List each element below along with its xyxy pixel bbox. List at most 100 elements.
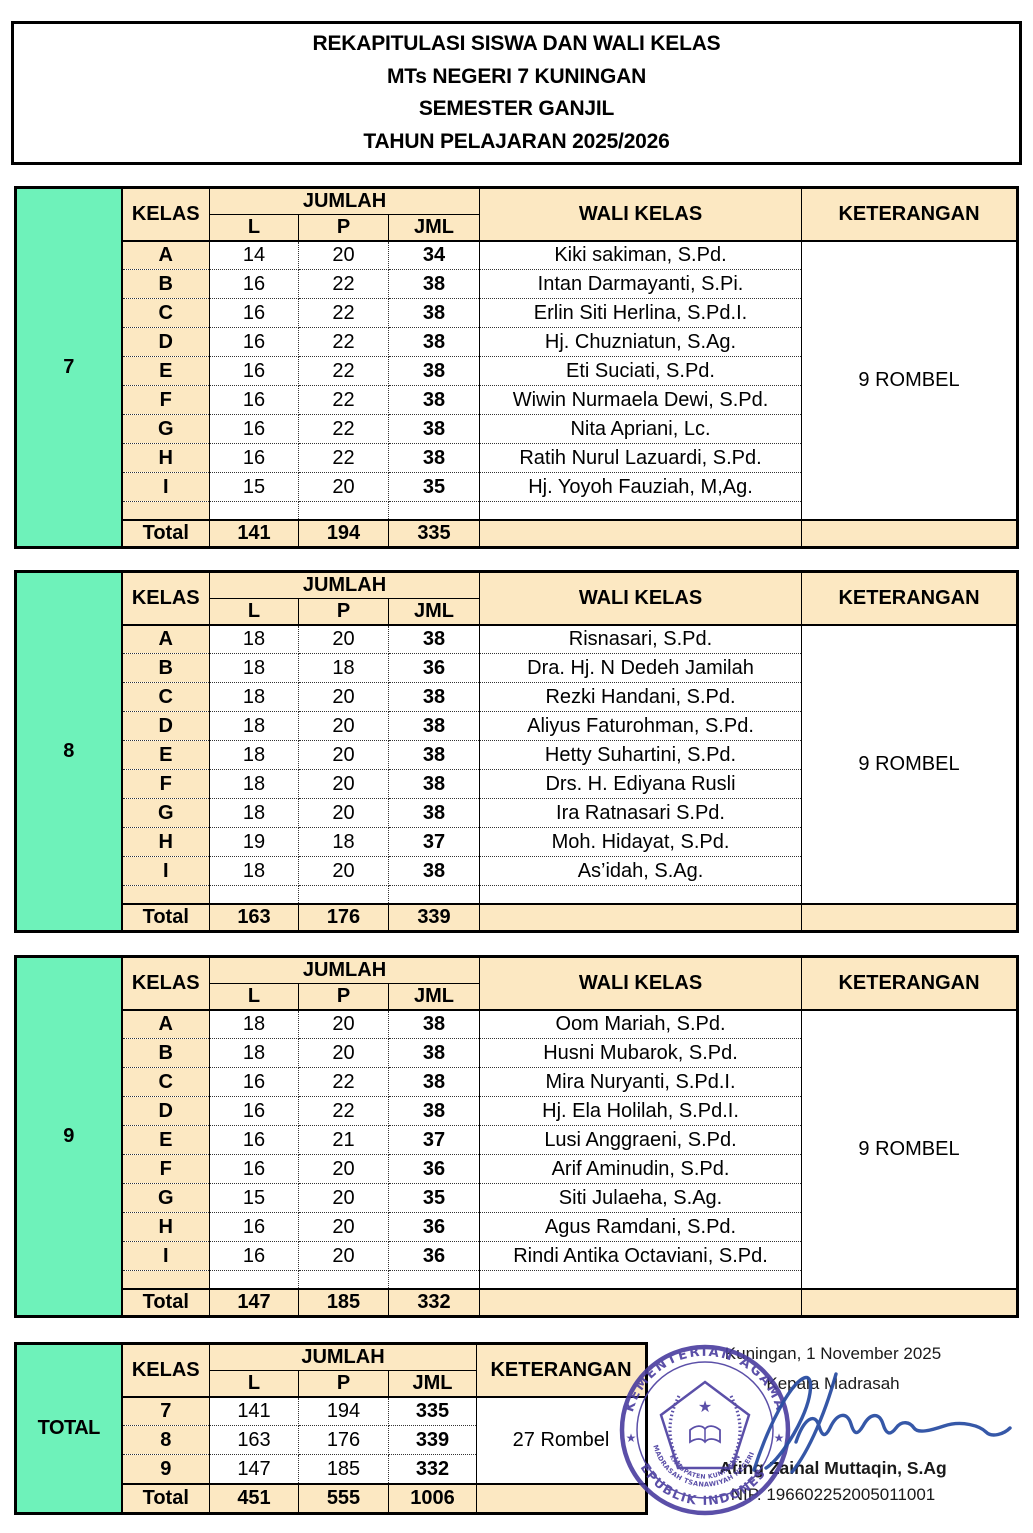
total-label: Total — [121, 1482, 210, 1514]
cell-l: 16 — [209, 327, 299, 357]
cell-p: 20 — [298, 856, 389, 886]
total-jml: 332 — [388, 1287, 480, 1317]
cell-l: 147 — [209, 1454, 299, 1484]
cell-p: 22 — [298, 1067, 389, 1097]
cell-kelas: I — [121, 472, 210, 502]
cell-l: 16 — [209, 1125, 299, 1155]
cell-kelas: A — [121, 240, 210, 270]
signature-scribble — [752, 1372, 1012, 1474]
cell-jml: 38 — [388, 443, 480, 473]
cell-empty — [479, 1270, 802, 1289]
cell-empty — [479, 885, 802, 904]
cell-l: 16 — [209, 1067, 299, 1097]
cell-empty — [388, 501, 480, 520]
total-p: 194 — [298, 518, 389, 548]
cell-kelas: C — [121, 1067, 210, 1097]
cell-p: 20 — [298, 769, 389, 799]
cell-l: 19 — [209, 827, 299, 857]
header-keterangan: KETERANGAN — [801, 187, 1018, 242]
cell-empty — [298, 501, 389, 520]
total-jml: 339 — [388, 902, 480, 932]
cell-p: 22 — [298, 356, 389, 386]
cell-wali: Aliyus Faturohman, S.Pd. — [479, 711, 802, 741]
stamp-wreath-left — [668, 1395, 683, 1467]
cell-empty — [298, 1270, 389, 1289]
signature-nip: NIP. 196602252005011001 — [730, 1485, 936, 1504]
cell-p: 22 — [298, 327, 389, 357]
cell-wali: Hj. Yoyoh Fauziah, M,Ag. — [479, 472, 802, 502]
cell-p: 21 — [298, 1125, 389, 1155]
title-line-2: MTs NEGERI 7 KUNINGAN — [386, 64, 647, 88]
cell-wali: Agus Ramdani, S.Pd. — [479, 1212, 802, 1242]
total-l: 141 — [209, 518, 299, 548]
total-fill — [479, 518, 802, 548]
total-fill — [801, 902, 1018, 932]
cell-jml: 38 — [388, 1096, 480, 1126]
header-wali-kelas: WALI KELAS — [479, 187, 802, 242]
cell-jml: 38 — [388, 269, 480, 299]
cell-p: 22 — [298, 1096, 389, 1126]
document-title-box: REKAPITULASI SISWA DAN WALI KELAS MTs NE… — [11, 21, 1022, 165]
cell-p: 20 — [298, 1241, 389, 1271]
cell-p: 18 — [298, 827, 389, 857]
cell-wali: Hj. Chuzniatun, S.Ag. — [479, 327, 802, 357]
cell-jml: 339 — [388, 1425, 477, 1455]
grade-8-label: 8 — [15, 571, 123, 932]
cell-kelas: G — [121, 1183, 210, 1213]
title-line-1: REKAPITULASI SISWA DAN WALI KELAS — [312, 32, 721, 56]
stamp-pentagon — [659, 1380, 751, 1470]
cell-wali: Husni Mubarok, S.Pd. — [479, 1038, 802, 1068]
total-p: 185 — [298, 1287, 389, 1317]
cell-jml: 35 — [388, 1183, 480, 1213]
header-p: P — [298, 598, 389, 626]
cell-l: 15 — [209, 1183, 299, 1213]
header-jml: JML — [388, 1370, 477, 1398]
cell-wali: Nita Apriani, Lc. — [479, 414, 802, 444]
cell-kelas: F — [121, 385, 210, 415]
cell-p: 20 — [298, 1154, 389, 1184]
cell-l: 16 — [209, 1241, 299, 1271]
cell-l: 18 — [209, 711, 299, 741]
cell-wali: Hj. Ela Holilah, S.Pd.I. — [479, 1096, 802, 1126]
cell-wali: Siti Julaeha, S.Ag. — [479, 1183, 802, 1213]
cell-jml: 38 — [388, 356, 480, 386]
grade-7-label: 7 — [15, 187, 123, 548]
cell-kelas: E — [121, 740, 210, 770]
cell-jml: 36 — [388, 1212, 480, 1242]
cell-p: 20 — [298, 1009, 389, 1039]
cell-l: 16 — [209, 1212, 299, 1242]
cell-l: 18 — [209, 624, 299, 654]
cell-l: 18 — [209, 1009, 299, 1039]
cell-jml: 36 — [388, 1241, 480, 1271]
cell-kelas: B — [121, 653, 210, 683]
cell-kelas: I — [121, 856, 210, 886]
header-l: L — [209, 983, 299, 1011]
stamp-inner-ring — [636, 1361, 774, 1499]
total-jml: 1006 — [388, 1482, 477, 1514]
cell-l: 16 — [209, 298, 299, 328]
header-keterangan: KETERANGAN — [476, 1343, 647, 1398]
cell-jml: 35 — [388, 472, 480, 502]
cell-jml: 38 — [388, 711, 480, 741]
cell-empty — [388, 885, 480, 904]
cell-p: 20 — [298, 1183, 389, 1213]
header-jml: JML — [388, 983, 480, 1011]
cell-jml: 36 — [388, 653, 480, 683]
cell-kelas: G — [121, 414, 210, 444]
cell-empty — [479, 501, 802, 520]
header-keterangan: KETERANGAN — [801, 571, 1018, 626]
cell-wali: Drs. H. Ediyana Rusli — [479, 769, 802, 799]
cell-jml: 38 — [388, 1009, 480, 1039]
cell-kelas: D — [121, 711, 210, 741]
cell-empty — [121, 885, 210, 904]
cell-jml: 36 — [388, 1154, 480, 1184]
total-jml: 335 — [388, 518, 480, 548]
cell-l: 16 — [209, 443, 299, 473]
cell-kelas: 8 — [121, 1425, 210, 1455]
cell-p: 185 — [298, 1454, 389, 1484]
grade-8-table: 8 KELAS JUMLAH WALI KELAS KETERANGAN L P… — [14, 570, 1019, 933]
cell-wali: Erlin Siti Herlina, S.Pd.I. — [479, 298, 802, 328]
cell-jml: 38 — [388, 682, 480, 712]
